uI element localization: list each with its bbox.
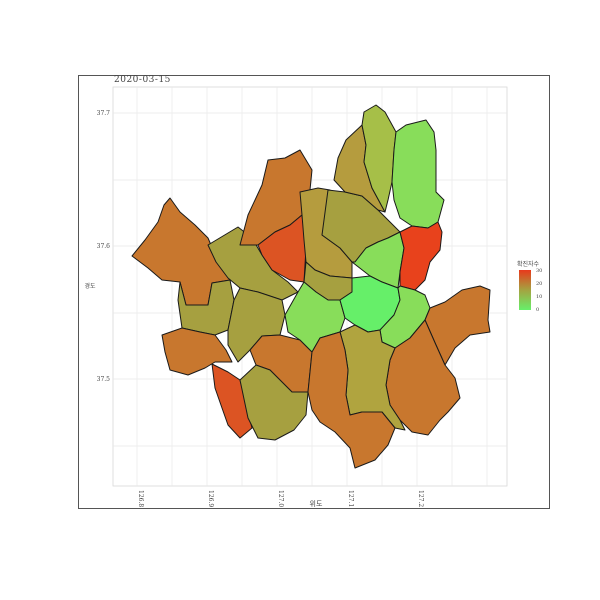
- y-tick-label: 37.7: [97, 110, 111, 117]
- legend-tick-label: 30: [536, 268, 542, 274]
- district-jungnang[interactable]: [399, 221, 443, 291]
- legend: 확진자수 30 20 10 0: [517, 260, 542, 313]
- x-axis: 126.8 126.9 127.0 127.1 127.2 위도: [137, 490, 424, 508]
- district-seocho[interactable]: [307, 331, 396, 469]
- districts: [131, 104, 491, 469]
- x-tick-label: 127.1: [347, 490, 354, 507]
- x-axis-title: 위도: [310, 500, 323, 508]
- y-axis-title: 경도: [84, 283, 96, 290]
- map-title: 2020-03-15: [114, 75, 171, 85]
- y-axis: 37.7 37.6 37.5 경도: [84, 110, 110, 383]
- x-tick-label: 127.2: [417, 490, 424, 507]
- x-tick-label: 126.9: [207, 490, 214, 507]
- district-seodaemun[interactable]: [257, 214, 307, 283]
- legend-tick-label: 20: [536, 281, 542, 287]
- legend-title: 확진자수: [517, 260, 540, 268]
- district-geumcheon[interactable]: [211, 363, 253, 439]
- legend-tick-label: 0: [536, 307, 539, 313]
- legend-tick-label: 10: [536, 294, 542, 300]
- y-tick-label: 37.5: [97, 376, 111, 383]
- legend-colorbar: [519, 270, 531, 310]
- district-guro[interactable]: [161, 327, 233, 376]
- x-tick-label: 127.0: [277, 490, 284, 507]
- district-gwanak[interactable]: [239, 364, 309, 441]
- y-tick-label: 37.6: [97, 243, 111, 250]
- x-tick-label: 126.8: [137, 490, 144, 507]
